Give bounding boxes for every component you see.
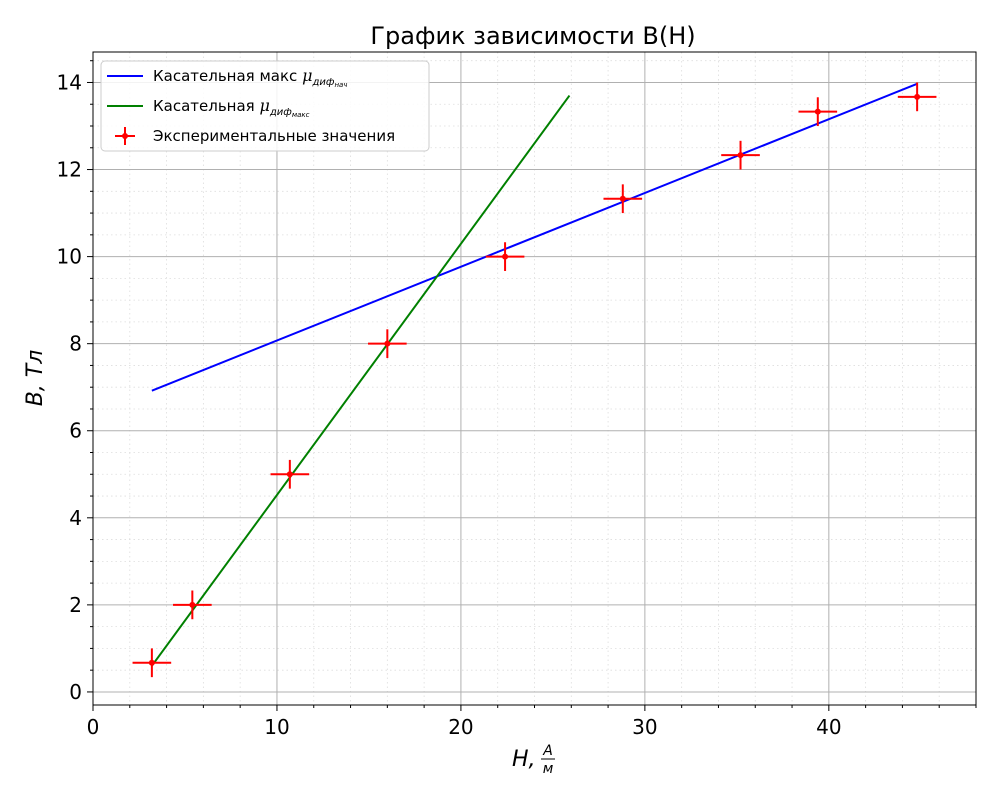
y-tick-label: 6 bbox=[69, 419, 82, 443]
x-axis-label: H, A м bbox=[512, 743, 555, 777]
point-marker bbox=[286, 471, 293, 478]
point-marker bbox=[619, 195, 626, 202]
legend-entry-line-2: Касательная μдифмакс bbox=[153, 96, 310, 119]
legend-box bbox=[100, 60, 430, 152]
data-point bbox=[173, 590, 212, 620]
point-marker bbox=[384, 340, 391, 347]
data-point bbox=[368, 329, 407, 359]
y-tick-label: 10 bbox=[57, 245, 82, 269]
data-point bbox=[270, 459, 310, 489]
plot-lines bbox=[151, 82, 918, 667]
y-tick-label: 12 bbox=[57, 158, 82, 182]
x-tick-label: 0 bbox=[87, 715, 100, 739]
data-point bbox=[132, 648, 172, 678]
chart-title: График зависимости B(H) bbox=[370, 22, 695, 50]
point-marker bbox=[502, 253, 509, 260]
y-tick-label: 4 bbox=[69, 506, 82, 530]
data-point bbox=[798, 97, 838, 127]
x-axis-label-main: H, bbox=[512, 747, 536, 772]
y-axis-label: B, Тл bbox=[23, 350, 48, 407]
x-tick-label: 10 bbox=[264, 715, 289, 739]
legend-swatch-errorbar bbox=[115, 127, 135, 145]
plot-points bbox=[132, 82, 937, 678]
legend-point-marker bbox=[122, 133, 128, 139]
tangent-line-2 bbox=[151, 94, 571, 667]
x-tick-label: 20 bbox=[448, 715, 473, 739]
point-marker bbox=[148, 659, 155, 666]
y-ticks: 0 2 4 6 8 10 12 14 bbox=[57, 60, 93, 704]
x-tick-label: 40 bbox=[816, 715, 841, 739]
x-axis-label-numerator: A bbox=[542, 743, 553, 759]
legend-entry-experimental: Экспериментальные значения bbox=[153, 127, 395, 145]
y-tick-label: 0 bbox=[69, 680, 82, 704]
point-marker bbox=[914, 93, 921, 100]
data-point bbox=[721, 140, 760, 170]
y-tick-label: 2 bbox=[69, 593, 82, 617]
x-ticks: 0 10 20 30 40 bbox=[87, 705, 977, 739]
point-marker bbox=[737, 152, 744, 159]
point-marker bbox=[189, 601, 196, 608]
minor-grid bbox=[93, 52, 977, 705]
data-point bbox=[897, 82, 937, 112]
y-tick-label: 14 bbox=[57, 70, 82, 94]
data-point bbox=[603, 184, 643, 214]
x-axis-label-denominator: м bbox=[543, 761, 554, 777]
tangent-line-1 bbox=[151, 82, 918, 392]
data-point bbox=[485, 242, 525, 271]
x-tick-label: 30 bbox=[632, 715, 657, 739]
legend-entry-line-1: Касательная макс μдифнач bbox=[153, 66, 347, 89]
y-tick-label: 8 bbox=[69, 332, 82, 356]
legend: Касательная макс μдифнач Касательная μди… bbox=[100, 60, 430, 152]
point-marker bbox=[814, 108, 821, 115]
